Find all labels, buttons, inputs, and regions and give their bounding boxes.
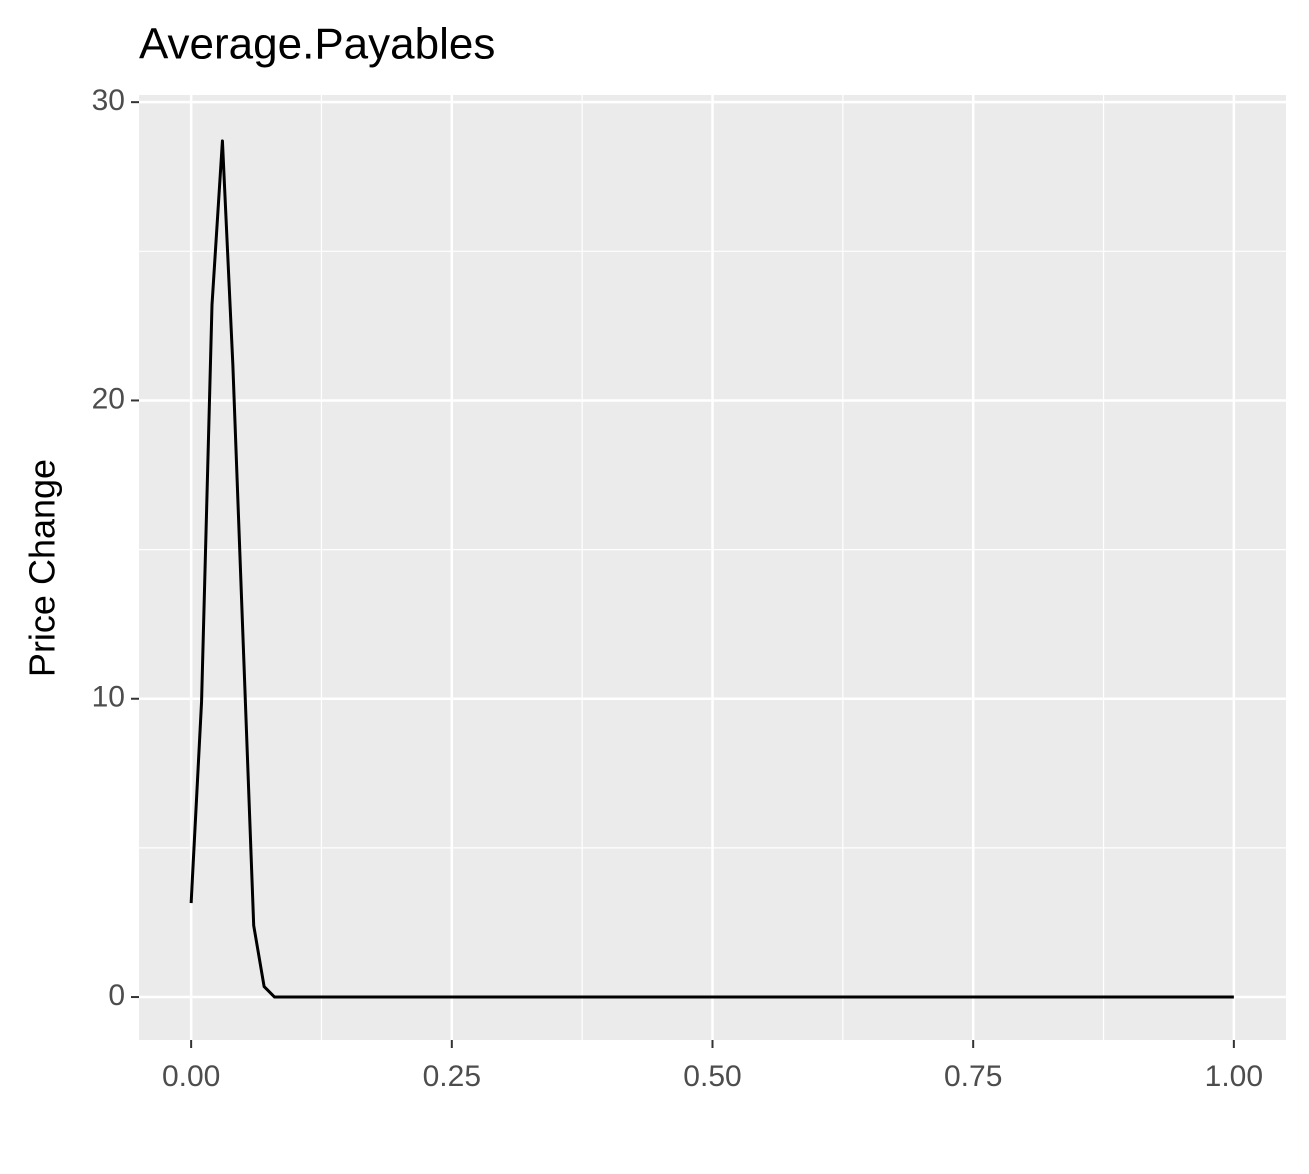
x-tick-label: 1.00	[1205, 1060, 1263, 1093]
chart-title: Average.Payables	[139, 20, 495, 69]
x-tick-label: 0.75	[944, 1060, 1002, 1093]
line	[189, 139, 1234, 999]
y-axis-title: Price Change	[22, 459, 63, 677]
y-tick-label: 20	[92, 382, 125, 415]
y-tick-label: 10	[92, 681, 125, 714]
y-tick-label: 30	[92, 84, 125, 117]
x-tick-label: 0.50	[683, 1060, 741, 1093]
y-tick-label: 0	[108, 979, 125, 1012]
x-tick-label: 0.25	[423, 1060, 481, 1093]
x-tick-label: 0.00	[162, 1060, 220, 1093]
